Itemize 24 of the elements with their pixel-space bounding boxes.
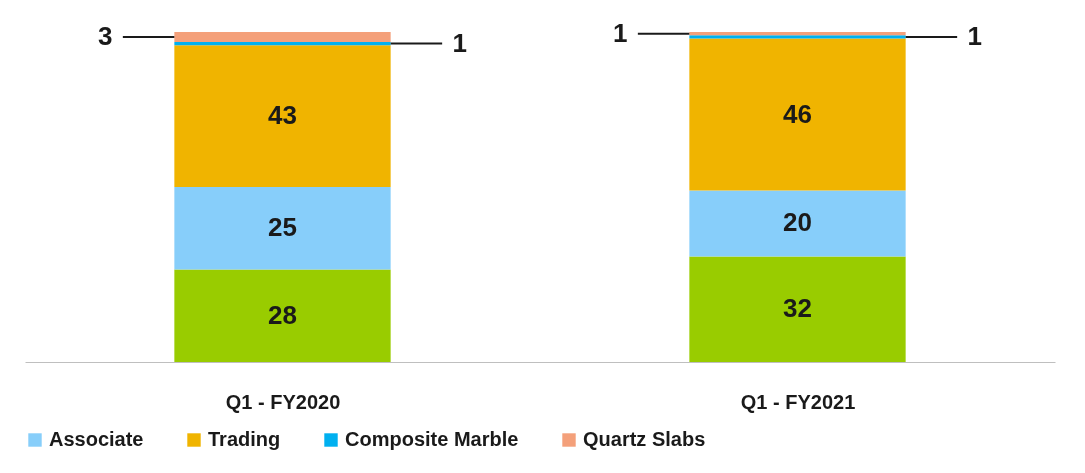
legend-label: Associate	[49, 428, 144, 450]
data-label: 20	[783, 207, 812, 238]
data-label: 25	[268, 212, 297, 243]
data-label: 1	[613, 17, 628, 48]
data-label: 32	[783, 293, 812, 324]
bar	[689, 190, 906, 257]
data-label: 43	[268, 100, 297, 131]
data-label: 3	[98, 20, 113, 51]
legend-label: Quartz Slabs	[583, 428, 706, 450]
bar	[174, 269, 391, 362]
data-label: 1	[967, 20, 982, 51]
data-label: 1	[452, 27, 467, 58]
bar	[689, 256, 906, 362]
x-tick-label: Q1 - FY2021	[740, 390, 856, 413]
legend-label: Composite Marble	[345, 428, 519, 450]
data-label: 28	[268, 299, 297, 330]
x-tick-label: Q1 - FY2020	[225, 390, 341, 413]
bar	[689, 38, 906, 191]
bar	[174, 187, 391, 270]
bar	[174, 45, 391, 188]
bar	[174, 32, 391, 42]
legend-label: Trading	[208, 428, 281, 450]
bar	[174, 41, 391, 46]
data-label: 46	[783, 98, 812, 129]
